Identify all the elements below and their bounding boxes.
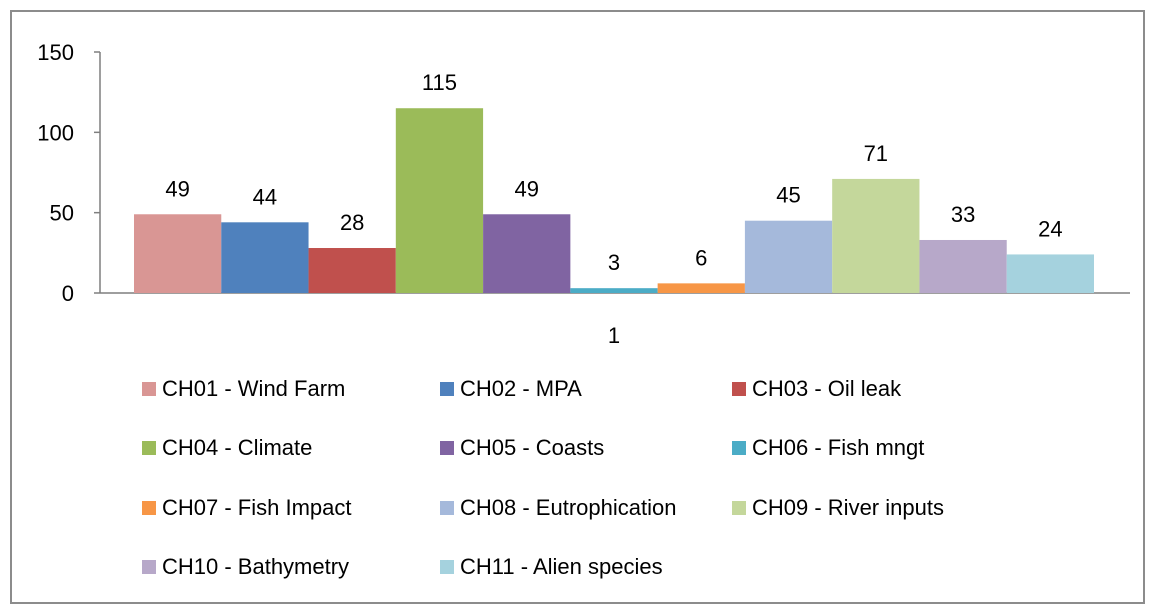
legend-swatch <box>440 382 454 396</box>
legend-swatch <box>142 501 156 515</box>
legend-label: CH06 - Fish mngt <box>752 435 925 460</box>
y-tick-label: 150 <box>37 40 74 65</box>
data-label: 71 <box>864 141 888 166</box>
bar <box>221 222 309 293</box>
legend-item: CH03 - Oil leak <box>732 376 901 402</box>
y-tick-label: 0 <box>62 281 74 306</box>
bar <box>134 214 222 293</box>
bar <box>744 220 833 293</box>
legend-swatch <box>440 560 454 574</box>
legend-item: CH02 - MPA <box>440 376 582 402</box>
legend-swatch <box>142 560 156 574</box>
legend-label: CH09 - River inputs <box>752 495 944 520</box>
legend-label: CH01 - Wind Farm <box>162 376 346 401</box>
legend-label: CH08 - Eutrophication <box>460 495 677 520</box>
legend-label: CH05 - Coasts <box>460 435 605 460</box>
legend-item: CH09 - River inputs <box>732 495 944 521</box>
legend-item: CH08 - Eutrophication <box>440 495 676 521</box>
bar <box>1006 254 1094 293</box>
legend-swatch <box>142 441 156 455</box>
legend-item: CH06 - Fish mngt <box>732 435 924 461</box>
legend-swatch <box>732 501 746 515</box>
bar <box>919 239 1007 293</box>
legend-swatch <box>142 382 156 396</box>
bar <box>483 214 571 293</box>
data-label: 6 <box>695 245 707 270</box>
legend-item: CH11 - Alien species <box>440 554 663 580</box>
data-label: 28 <box>340 210 364 235</box>
legend-item: CH10 - Bathymetry <box>142 554 349 580</box>
bar <box>832 178 920 293</box>
data-label: 24 <box>1038 216 1062 241</box>
data-label: 33 <box>951 202 975 227</box>
y-tick-label: 100 <box>37 120 74 145</box>
data-label: 115 <box>422 70 457 95</box>
data-label: 44 <box>253 184 277 209</box>
chart-frame: 0 50 100 150 49 44 28 115 49 3 6 45 71 33 24 1 CH01 - W… <box>10 10 1145 604</box>
legend-label: CH11 - Alien species <box>460 554 663 579</box>
data-label: 49 <box>165 176 189 201</box>
bar <box>570 288 658 293</box>
legend-swatch <box>732 382 746 396</box>
legend-item: CH04 - Climate <box>142 435 312 461</box>
legend-swatch <box>440 501 454 515</box>
y-tick-label: 50 <box>50 201 74 226</box>
data-label: 45 <box>776 183 800 208</box>
bar-chart: 0 50 100 150 49 44 28 115 49 3 6 45 71 33 24 1 <box>37 40 1130 348</box>
legend-label: CH03 - Oil leak <box>752 376 902 401</box>
legend-swatch <box>732 441 746 455</box>
data-label: 3 <box>608 250 620 275</box>
legend-label: CH04 - Climate <box>162 435 313 460</box>
bar <box>657 283 745 293</box>
legend-item: CH07 - Fish Impact <box>142 495 352 521</box>
legend-label: CH10 - Bathymetry <box>162 554 350 579</box>
legend-item: CH05 - Coasts <box>440 435 604 461</box>
legend-swatch <box>440 441 454 455</box>
data-label: 49 <box>514 176 538 201</box>
bar <box>395 108 484 293</box>
x-tick-label: 1 <box>608 323 620 348</box>
bar <box>308 248 396 293</box>
legend-label: CH07 - Fish Impact <box>162 495 352 520</box>
legend-item: CH01 - Wind Farm <box>142 376 345 402</box>
legend-label: CH02 - MPA <box>460 376 582 401</box>
